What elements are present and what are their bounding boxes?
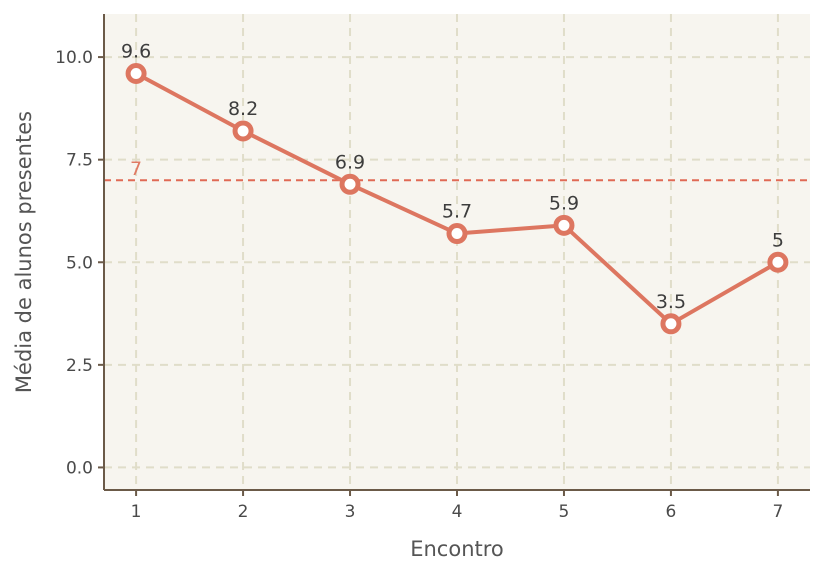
x-tick-label: 5 — [559, 502, 570, 522]
data-labels: 9.6 8.2 6.9 5.7 5.9 3.5 5 — [121, 41, 784, 313]
x-tick-label: 2 — [238, 502, 249, 522]
data-label: 5.7 — [442, 201, 472, 223]
y-axis-title: Média de alunos presentes — [12, 111, 36, 393]
x-tick-label: 4 — [452, 502, 463, 522]
axes — [98, 14, 810, 496]
x-tick-label: 7 — [772, 502, 783, 522]
y-tick-label: 0.0 — [66, 458, 93, 478]
data-label: 5.9 — [549, 192, 579, 214]
x-tick-label: 6 — [666, 502, 677, 522]
data-point — [767, 251, 789, 273]
tick-labels: 1 2 3 4 5 6 7 0.0 2.5 5.0 7.5 10.0 — [55, 48, 783, 522]
x-axis-title: Encontro — [410, 537, 504, 561]
data-label: 9.6 — [121, 41, 151, 63]
data-point — [446, 223, 468, 245]
series-line-group — [125, 63, 789, 335]
grid-lines — [104, 14, 810, 490]
data-label: 6.9 — [335, 151, 365, 173]
y-tick-label: 10.0 — [55, 48, 93, 68]
data-label: 3.5 — [656, 291, 686, 313]
data-point — [553, 214, 575, 236]
data-point — [125, 63, 147, 84]
reference-line-group: 7 — [104, 158, 810, 182]
data-label: 5 — [772, 229, 784, 251]
reference-line-label: 7 — [130, 158, 142, 180]
data-label: 8.2 — [228, 98, 258, 120]
x-tick-label: 1 — [131, 502, 142, 522]
data-point — [339, 173, 361, 195]
x-tick-label: 3 — [345, 502, 356, 522]
y-tick-label: 2.5 — [66, 356, 93, 376]
y-tick-label: 5.0 — [66, 253, 93, 273]
data-point — [232, 120, 254, 142]
y-tick-label: 7.5 — [66, 151, 93, 171]
data-point — [660, 313, 682, 335]
